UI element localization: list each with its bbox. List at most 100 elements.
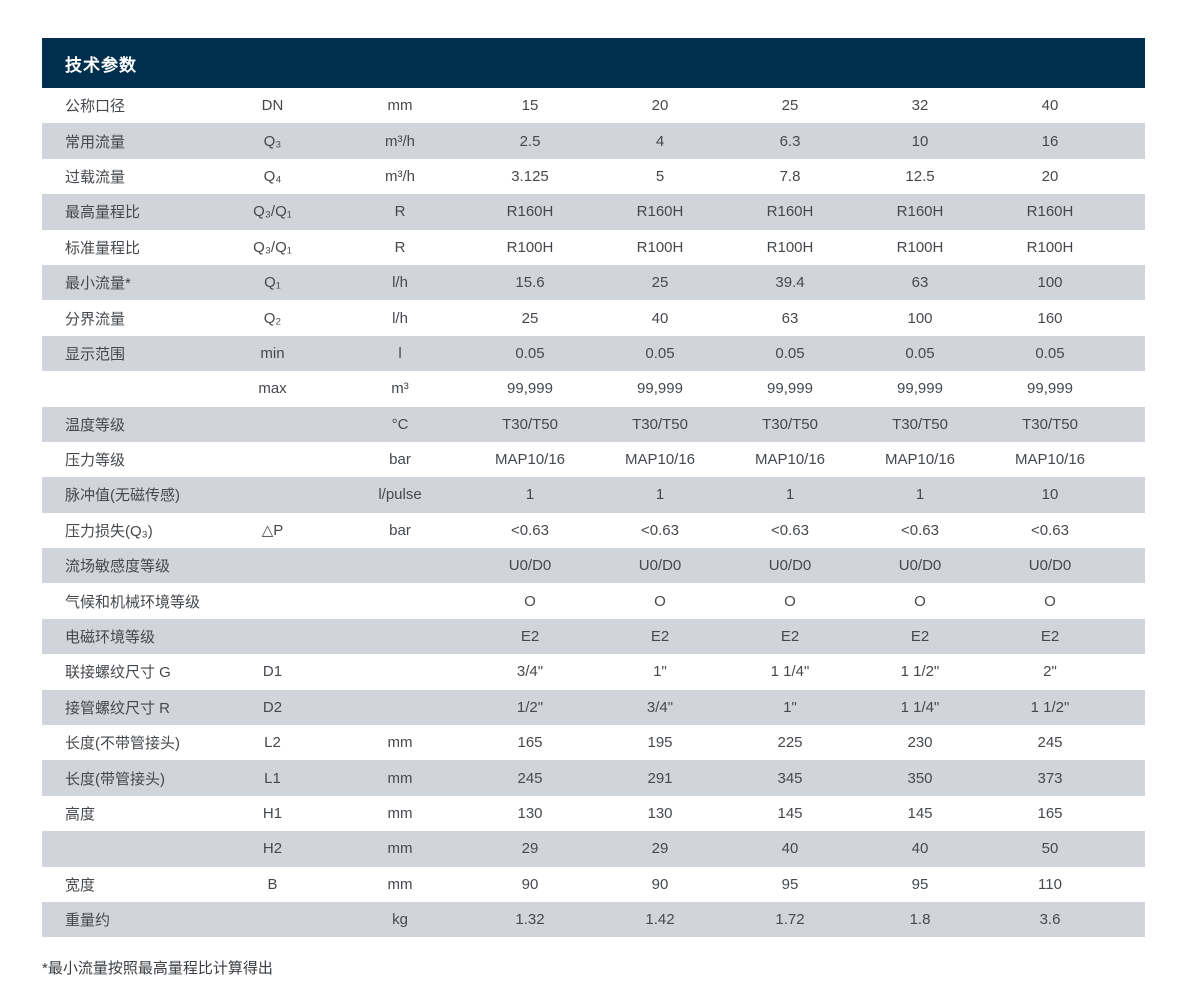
footnote: *最小流量按照最高量程比计算得出 xyxy=(42,960,273,978)
table-row: 脉冲值(无磁传感) l/pulse 1 1 1 1 10 xyxy=(42,477,1145,513)
row-value: E2 xyxy=(910,628,930,646)
row-value: 12.5 xyxy=(905,167,935,185)
row-value: 373 xyxy=(1037,769,1063,787)
table-row: 电磁环境等级 E2 E2 E2 E2 E2 xyxy=(42,618,1145,655)
row-parameter-name: 压力损失(Q₃) xyxy=(65,522,153,540)
row-parameter-name: 宽度 xyxy=(65,876,96,894)
row-parameter-name: 公称口径 xyxy=(65,98,126,116)
table-row: max m³ 99,999 99,999 99,999 99,999 99,999 xyxy=(42,371,1145,407)
table-body: 公称口径 DN mm 15 20 25 32 40 常用流量 Q₃ m³/h 2.5 4 6.3 10 16 过… xyxy=(42,88,1145,938)
row-unit: m³/h xyxy=(385,132,415,150)
row-value: 165 xyxy=(1037,805,1063,822)
row-value: MAP10/16 xyxy=(884,451,956,469)
row-parameter-name: 显示范围 xyxy=(65,345,126,363)
row-parameter-name: 脉冲值(无磁传感) xyxy=(65,487,180,505)
row-value: 1/2" xyxy=(516,698,544,716)
row-parameter-name: 长度(带管接头) xyxy=(65,770,165,788)
row-value: 160 xyxy=(1037,309,1063,327)
row-parameter-name: 电磁环境等级 xyxy=(65,629,156,647)
row-value: 1" xyxy=(653,663,667,681)
row-value: 245 xyxy=(517,769,543,787)
row-value: 20 xyxy=(1041,167,1059,185)
table-title: 技术参数 xyxy=(65,55,137,75)
row-value: 245 xyxy=(1037,734,1063,752)
row-value: 4 xyxy=(655,132,665,150)
table-row: 重量约 kg 1.32 1.42 1.72 1.8 3.6 xyxy=(42,901,1145,938)
row-value: 1 1/2" xyxy=(1030,698,1070,716)
table-row: 最小流量* Q₁ l/h 15.6 25 39.4 63 100 xyxy=(42,264,1145,301)
row-symbol: H1 xyxy=(262,805,283,822)
table-row: 显示范围 min l 0.05 0.05 0.05 0.05 0.05 xyxy=(42,335,1145,372)
row-value: 1 xyxy=(785,486,795,504)
row-value: 29 xyxy=(651,840,669,858)
row-value: 39.4 xyxy=(775,274,805,292)
row-value: 1 xyxy=(655,486,665,504)
row-unit: R xyxy=(394,238,406,256)
row-value: 32 xyxy=(911,97,929,115)
row-value: T30/T50 xyxy=(892,415,948,433)
row-symbol: Q₃/Q₁ xyxy=(253,238,292,256)
row-value: 230 xyxy=(907,734,933,752)
row-symbol: max xyxy=(258,380,287,398)
row-parameter-name: 重量约 xyxy=(65,912,111,930)
row-value: <0.63 xyxy=(511,521,549,539)
table-row: 接管螺纹尺寸 R D2 1/2" 3/4" 1" 1 1/4" 1 1/2" xyxy=(42,689,1145,726)
table-row: 长度(带管接头) L1 mm 245 291 345 350 373 xyxy=(42,760,1145,796)
row-value: 6.3 xyxy=(779,132,801,150)
row-value: 10 xyxy=(911,132,929,150)
row-value: U0/D0 xyxy=(508,557,552,575)
row-value: 345 xyxy=(777,769,803,787)
table-row: 高度 H1 mm 130 130 145 145 165 xyxy=(42,795,1145,832)
row-symbol: D1 xyxy=(262,663,283,681)
row-value: 10 xyxy=(1041,486,1059,504)
row-value: U0/D0 xyxy=(768,557,812,575)
row-value: O xyxy=(784,592,796,610)
row-parameter-name: 接管螺纹尺寸 R xyxy=(65,699,171,717)
row-unit: l/h xyxy=(392,309,408,327)
row-value: 0.05 xyxy=(515,344,545,362)
row-value: 0.05 xyxy=(775,344,805,362)
table-row: 公称口径 DN mm 15 20 25 32 40 xyxy=(42,88,1145,124)
row-unit: l/pulse xyxy=(378,486,422,504)
row-value: 90 xyxy=(521,875,539,893)
row-value: T30/T50 xyxy=(632,415,688,433)
row-value: R160H xyxy=(896,203,944,221)
row-value: 25 xyxy=(521,309,539,327)
row-value: O xyxy=(914,592,926,610)
row-value: U0/D0 xyxy=(638,557,682,575)
row-value: MAP10/16 xyxy=(1014,451,1086,469)
row-value: 99,999 xyxy=(1027,380,1073,398)
row-value: U0/D0 xyxy=(898,557,942,575)
row-value: 2.5 xyxy=(519,132,541,150)
row-value: 5 xyxy=(655,167,665,185)
row-value: E2 xyxy=(520,628,540,646)
table-row: 长度(不带管接头) L2 mm 165 195 225 230 245 xyxy=(42,725,1145,761)
row-value: U0/D0 xyxy=(1028,557,1072,575)
spec-table: 技术参数 公称口径 DN mm 15 20 25 32 40 常用流量 Q₃ m³/h 2.5 4 6.3… xyxy=(42,38,1145,938)
row-symbol: Q₃ xyxy=(263,132,282,150)
row-unit: mm xyxy=(387,875,413,893)
row-unit: bar xyxy=(389,451,411,469)
row-value: 29 xyxy=(521,840,539,858)
row-unit: mm xyxy=(387,734,413,752)
row-unit: mm xyxy=(387,805,413,822)
row-value: 0.05 xyxy=(645,344,675,362)
table-row: 温度等级 °C T30/T50 T30/T50 T30/T50 T30/T50 T30/T5… xyxy=(42,406,1145,442)
row-symbol: △P xyxy=(261,522,284,540)
row-unit: mm xyxy=(387,97,413,115)
row-symbol: DN xyxy=(261,97,284,115)
row-symbol: Q₃/Q₁ xyxy=(253,203,292,221)
row-value: 40 xyxy=(911,840,929,858)
row-value: E2 xyxy=(780,628,800,646)
row-value: 63 xyxy=(911,274,929,292)
row-value: 50 xyxy=(1041,840,1059,858)
row-symbol: L2 xyxy=(264,734,281,752)
row-value: MAP10/16 xyxy=(624,451,696,469)
row-unit: mm xyxy=(387,840,413,858)
row-value: 350 xyxy=(907,769,933,787)
row-value: 3.125 xyxy=(511,167,549,185)
row-value: 95 xyxy=(911,875,929,893)
row-value: 110 xyxy=(1038,875,1062,893)
row-symbol: L1 xyxy=(264,769,281,787)
